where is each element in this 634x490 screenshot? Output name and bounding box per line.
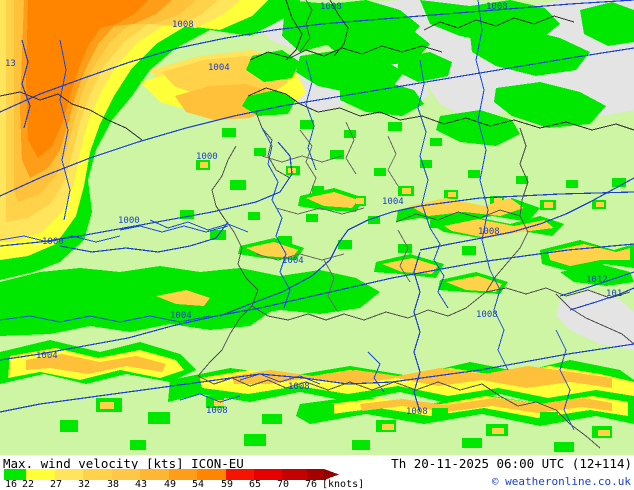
isobar-left-13: [21, 39, 31, 129]
svg-text:1008: 1008: [320, 2, 342, 12]
svg-text:1008: 1008: [406, 407, 428, 417]
svg-text:1000: 1000: [118, 216, 140, 226]
legend-tick-3: 32: [77, 479, 91, 490]
svg-text:1000: 1000: [42, 237, 64, 247]
legend-color-bar: [4, 469, 339, 480]
isobar-1012-se2: [569, 287, 634, 311]
svg-text:1004: 1004: [36, 351, 58, 361]
svg-text:1004: 1004: [170, 311, 192, 321]
svg-text:1004: 1004: [208, 63, 230, 73]
isobar-1004-n: [0, 47, 634, 197]
legend-tick-6: 49: [163, 479, 177, 490]
isobar-1008-s: [0, 343, 634, 413]
legend-tick-4: 38: [106, 479, 120, 490]
svg-text:1008: 1008: [206, 406, 228, 416]
legend-tick-2: 27: [49, 479, 63, 490]
isobar-1000-a: [0, 141, 293, 247]
legend-tick-7: 54: [191, 479, 205, 490]
svg-text:1008: 1008: [172, 20, 194, 30]
model-run-timestamp: Th 20-11-2025 06:00 UTC (12+114): [391, 456, 632, 471]
svg-text:1008: 1008: [478, 227, 500, 237]
isobars: [0, 0, 634, 413]
isobar-1012-se: [559, 271, 634, 297]
chart-title: Max. wind velocity [kts] ICON-EU: [3, 456, 244, 471]
isobar-1000-b: [59, 221, 229, 253]
legend-tick-8: 59: [220, 479, 234, 490]
svg-text:1012: 1012: [586, 275, 608, 285]
svg-text:1008: 1008: [486, 2, 508, 12]
band-49-54: [26, 0, 148, 158]
svg-text:1008: 1008: [288, 382, 310, 392]
rivers: [0, 0, 575, 431]
isobar-1004-d: [219, 191, 634, 317]
svg-text:101: 101: [606, 289, 622, 299]
copyright-notice: © weatheronline.co.uk: [491, 475, 631, 488]
svg-text:1008: 1008: [476, 310, 498, 320]
legend-tick-9: 65: [248, 479, 262, 490]
legend-tick-11: 76: [304, 479, 318, 490]
legend-tick-5: 43: [134, 479, 148, 490]
wind-speed-legend: 16 22 27 32 38 43 49 54 59 65 70 76 [kno…: [4, 469, 364, 490]
isobar-labels: 13 1008 1004 1008 1008 1000 1000 1000 10…: [5, 2, 622, 417]
country-borders: [197, 0, 634, 449]
legend-tick-0: 16: [4, 479, 18, 490]
legend-tick-10: 70: [276, 479, 290, 490]
isobar-1008-e: [419, 177, 634, 251]
svg-text:1000: 1000: [196, 152, 218, 162]
svg-text:13: 13: [5, 59, 16, 69]
isobar-1008-n: [0, 0, 634, 113]
isobar-1008-curve: [413, 251, 421, 413]
legend-tick-1: 22: [21, 479, 35, 490]
legend-ticks: 16 22 27 32 38 43 49 54 59 65 70 76 [kno…: [4, 479, 364, 490]
footer: Max. wind velocity [kts] ICON-EU Th 20-1…: [0, 455, 634, 490]
svg-text:1004: 1004: [382, 197, 404, 207]
isobar-1004-c: [0, 243, 634, 361]
weather-map[interactable]: 13 1008 1004 1008 1008 1000 1000 1000 10…: [0, 0, 634, 455]
legend-unit-label: [knots]: [322, 479, 365, 490]
svg-text:1004: 1004: [282, 256, 304, 266]
coastlines: [0, 0, 634, 141]
